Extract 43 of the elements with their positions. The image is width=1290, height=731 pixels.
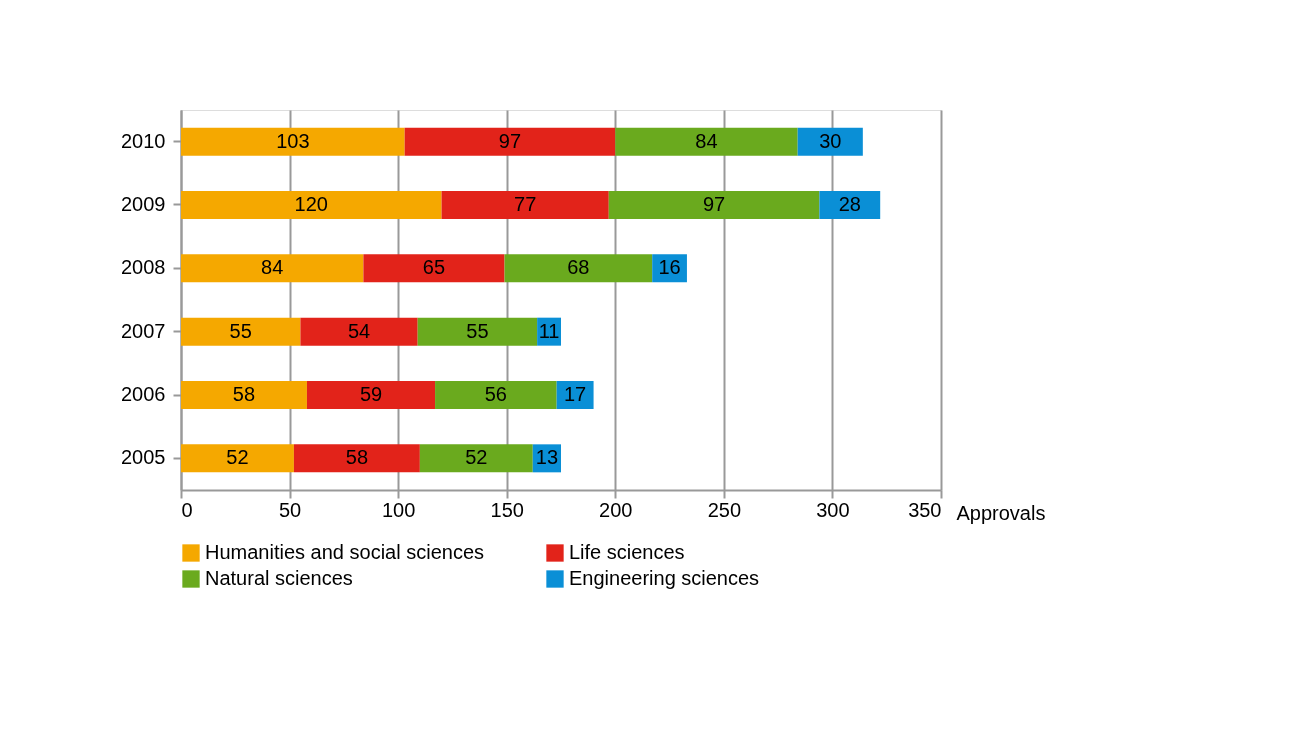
data-label: 55: [466, 319, 489, 342]
data-label: 65: [422, 256, 446, 279]
data-label: 97: [702, 193, 726, 215]
legend-label: Natural sciences: [205, 567, 353, 589]
x-tick-label: 300: [816, 498, 850, 521]
legend-label: Engineering sciences: [569, 567, 760, 589]
legend-label: Life sciences: [569, 541, 685, 563]
data-label: 103: [276, 129, 310, 152]
data-label: 58: [232, 383, 256, 405]
x-tick-label: 200: [599, 498, 633, 521]
y-tick-label: 2008: [121, 256, 166, 279]
data-label: 55: [229, 319, 252, 342]
x-tick-label: 50: [278, 498, 302, 521]
data-label: 54: [347, 319, 371, 342]
data-label: 68: [567, 256, 590, 279]
data-label: 97: [498, 129, 522, 152]
data-label: 58: [345, 446, 369, 469]
y-tick-label: 2009: [121, 193, 166, 215]
x-tick-label: 0: [181, 498, 193, 521]
y-tick-label: 2006: [121, 383, 166, 405]
data-label: 84: [695, 129, 718, 152]
data-label: 52: [465, 446, 488, 469]
x-tick-label: 150: [490, 498, 524, 521]
x-tick-label: 350: [908, 498, 942, 521]
x-tick-label: 250: [707, 498, 742, 521]
legend-label: Humanities and social sciences: [205, 541, 485, 563]
x-tick-label: 100: [381, 498, 416, 521]
data-label: 56: [484, 383, 507, 405]
data-label: 13: [535, 446, 559, 469]
data-label: 16: [658, 256, 681, 279]
y-tick-label: 2005: [121, 446, 166, 469]
data-label: 77: [514, 193, 537, 215]
y-tick-label: 2010: [121, 129, 166, 152]
data-label: 52: [226, 446, 249, 469]
data-label: 59: [359, 383, 383, 405]
data-label: 84: [261, 256, 284, 279]
data-label: 17: [563, 383, 587, 405]
data-label: 120: [294, 193, 328, 215]
x-axis-title: Approvals: [956, 501, 1046, 524]
data-label: 11: [538, 319, 560, 342]
data-label: 28: [838, 193, 861, 215]
data-label: 30: [819, 129, 842, 152]
y-tick-label: 2007: [121, 319, 166, 342]
